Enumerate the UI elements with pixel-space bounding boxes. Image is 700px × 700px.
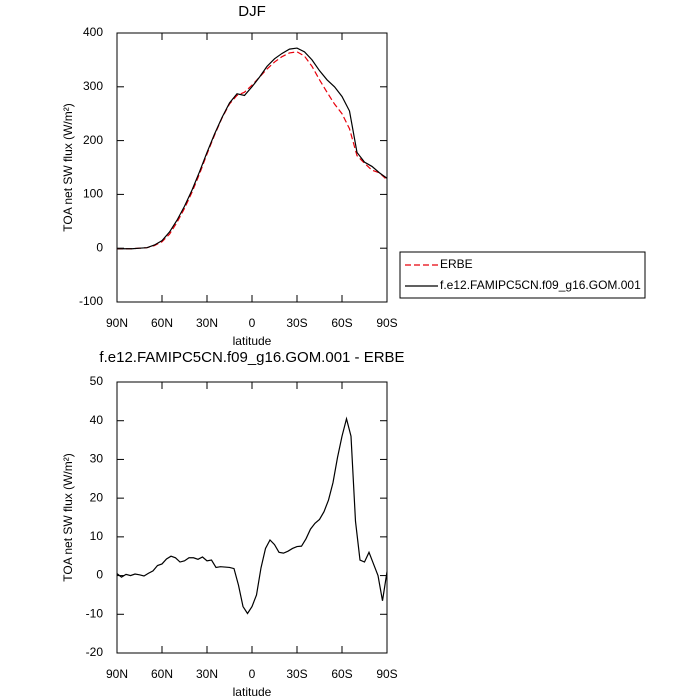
x-tick-label: 90N [106, 316, 128, 330]
y-tick-label: -100 [79, 294, 103, 308]
x-tick-label: 60N [151, 316, 173, 330]
legend-label: ERBE [440, 257, 473, 271]
y-tick-label: 30 [90, 452, 104, 466]
x-tick-label: 30N [196, 316, 218, 330]
y-tick-label: -20 [86, 645, 104, 659]
data-line [116, 416, 388, 615]
x-tick-label: 90N [106, 667, 128, 681]
x-tick-label: 60S [331, 667, 352, 681]
x-tick-label: 60S [331, 316, 352, 330]
x-tick-label: 90S [376, 316, 397, 330]
x-tick-label: 60N [151, 667, 173, 681]
legend-box [399, 251, 646, 299]
data-line [117, 47, 388, 250]
y-tick-label: 40 [90, 413, 104, 427]
chart-title: DJF [238, 3, 266, 20]
x-axis-label: latitude [233, 334, 272, 348]
y-axis-label: TOA net SW flux (W/m²) [61, 453, 75, 581]
y-tick-label: -10 [86, 606, 104, 620]
y-tick-label: 200 [83, 133, 103, 147]
x-tick-label: 90S [376, 667, 397, 681]
plot-frame [116, 381, 388, 654]
x-tick-label: 30S [286, 667, 307, 681]
x-tick-label: 30N [196, 667, 218, 681]
y-tick-label: 20 [90, 490, 104, 504]
y-tick-label: 300 [83, 79, 103, 93]
data-line [117, 51, 388, 250]
x-tick-label: 0 [249, 667, 256, 681]
y-tick-label: 400 [83, 25, 103, 39]
plot-frame [116, 32, 388, 303]
x-tick-label: 30S [286, 316, 307, 330]
x-axis-label: latitude [233, 685, 272, 699]
y-tick-label: 0 [96, 568, 103, 582]
legend-label: f.e12.FAMIPC5CN.f09_g16.GOM.001 [440, 278, 641, 292]
y-tick-label: 0 [96, 240, 103, 254]
chart-title: f.e12.FAMIPC5CN.f09_g16.GOM.001 - ERBE [99, 349, 404, 366]
y-tick-label: 50 [90, 374, 104, 388]
x-tick-label: 0 [249, 316, 256, 330]
y-axis-label: TOA net SW flux (W/m²) [61, 103, 75, 231]
y-tick-label: 10 [90, 529, 104, 543]
y-tick-label: 100 [83, 187, 103, 201]
